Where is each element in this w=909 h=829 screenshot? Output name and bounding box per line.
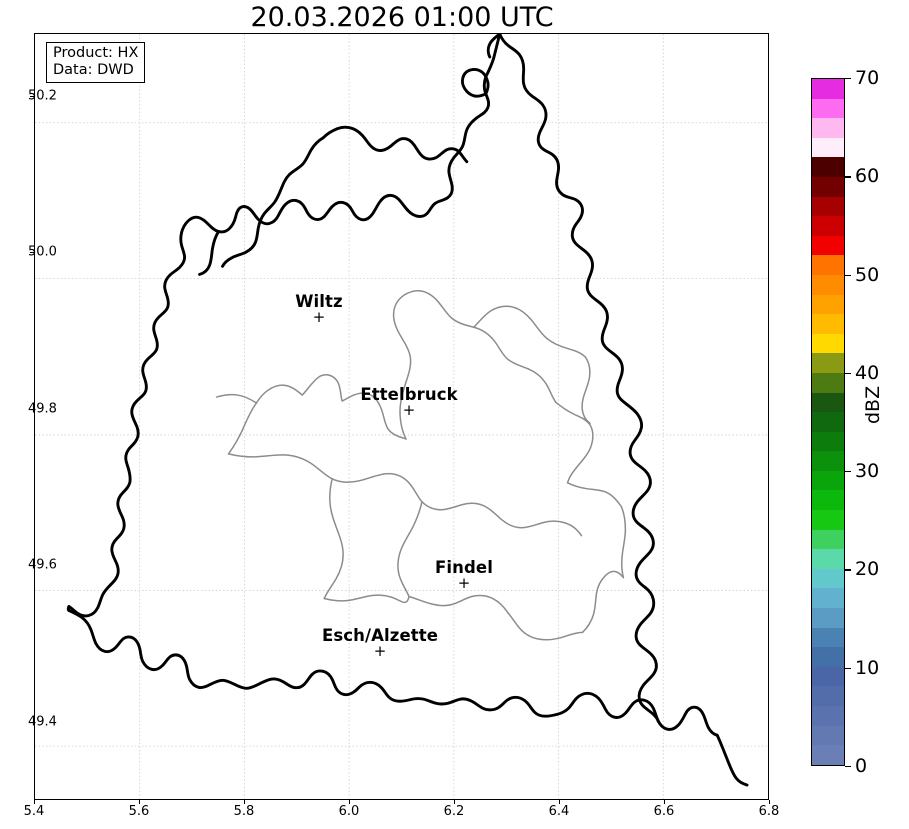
radar-map-plot: Product: HX Data: DWD Wiltz + Ettelbruck… <box>34 33 769 800</box>
colorbar-band <box>812 157 844 177</box>
y-tick-mark <box>30 565 34 567</box>
colorbar-tick-mark <box>845 569 851 571</box>
colorbar-band <box>812 627 844 648</box>
colorbar-band <box>812 549 844 569</box>
colorbar-band <box>812 608 844 628</box>
y-tick-label: 50.0 <box>28 244 57 260</box>
x-tick-mark <box>139 800 141 804</box>
info-product-line: Product: HX <box>53 45 139 61</box>
page-title: 20.03.2026 01:00 UTC <box>250 2 554 33</box>
colorbar-tick-mark <box>845 78 851 80</box>
y-tick-label: 50.2 <box>28 88 57 104</box>
colorbar-band <box>812 725 844 746</box>
colorbar-band <box>812 647 844 667</box>
colorbar-band <box>812 235 844 256</box>
colorbar-band <box>812 314 844 334</box>
x-tick-label: 5.8 <box>233 804 255 819</box>
y-tick-label: 49.6 <box>28 557 57 573</box>
colorbar-band <box>812 412 844 432</box>
colorbar-band <box>812 686 844 706</box>
colorbar-tick-label: 30 <box>855 460 880 483</box>
colorbar-tick-mark <box>845 176 851 178</box>
colorbar-band <box>812 510 844 530</box>
colorbar-tick-mark <box>845 667 851 669</box>
colorbar-tick-mark <box>845 372 851 375</box>
colorbar-axis-label: dBZ <box>862 385 884 424</box>
map-canvas <box>35 34 768 799</box>
x-tick-label: 5.6 <box>128 804 150 819</box>
country-border-north <box>221 125 469 268</box>
x-tick-label: 6.8 <box>758 804 780 819</box>
colorbar-tick-label: 0 <box>855 755 868 777</box>
colorbar-band <box>812 372 844 393</box>
colorbar-band <box>812 470 844 491</box>
colorbar-band <box>812 745 844 765</box>
x-tick-mark <box>664 800 666 804</box>
canton-borders <box>215 290 627 641</box>
colorbar-band <box>812 588 844 609</box>
colorbar-band <box>812 451 844 471</box>
colorbar-band <box>812 196 844 217</box>
colorbar-band <box>812 333 844 354</box>
colorbar-band <box>812 98 844 119</box>
colorbar-tick-label: 40 <box>855 361 880 384</box>
colorbar-tick-mark <box>845 274 851 276</box>
x-tick-mark <box>244 800 246 804</box>
colorbar-tick-mark <box>845 471 851 473</box>
colorbar-band <box>812 490 844 511</box>
y-tick-mark <box>30 408 34 410</box>
colorbar <box>811 78 845 766</box>
x-tick-label: 6.2 <box>443 804 465 819</box>
colorbar-band <box>812 294 844 315</box>
colorbar-tick-label: 70 <box>855 67 880 89</box>
y-tick-mark <box>30 721 34 723</box>
colorbar-band <box>812 706 844 726</box>
colorbar-band <box>812 431 844 452</box>
colorbar-band <box>812 353 844 373</box>
colorbar-band <box>812 529 844 550</box>
country-border <box>66 34 749 787</box>
grid-lines <box>35 34 768 799</box>
x-tick-label: 6.0 <box>338 804 360 819</box>
colorbar-tick-label: 10 <box>855 656 880 679</box>
colorbar-band <box>812 274 844 295</box>
colorbar-band <box>812 216 844 236</box>
x-tick-mark <box>34 800 36 804</box>
x-tick-mark <box>769 800 771 804</box>
colorbar-band <box>812 176 844 197</box>
colorbar-band <box>812 137 844 158</box>
x-tick-label: 5.4 <box>23 804 45 819</box>
y-tick-mark <box>30 252 34 254</box>
x-tick-label: 6.4 <box>548 804 570 819</box>
colorbar-band <box>812 666 844 687</box>
colorbar-band <box>812 118 844 138</box>
y-tick-label: 49.4 <box>28 714 57 730</box>
y-tick-mark <box>30 95 34 97</box>
y-tick-label: 49.8 <box>28 401 57 417</box>
colorbar-band <box>812 392 844 413</box>
colorbar-band <box>812 255 844 275</box>
info-data-line: Data: DWD <box>53 61 134 78</box>
x-tick-mark <box>559 800 561 804</box>
info-box: Product: HX Data: DWD <box>46 42 146 83</box>
colorbar-band <box>812 79 844 99</box>
colorbar-tick-label: 50 <box>855 263 880 286</box>
x-tick-label: 6.6 <box>653 804 675 819</box>
x-tick-mark <box>454 800 456 804</box>
colorbar-tick-mark <box>845 766 851 768</box>
x-tick-mark <box>349 800 351 804</box>
colorbar-tick-label: 60 <box>855 165 880 188</box>
colorbar-tick-label: 20 <box>855 558 880 581</box>
colorbar-band <box>812 568 844 589</box>
